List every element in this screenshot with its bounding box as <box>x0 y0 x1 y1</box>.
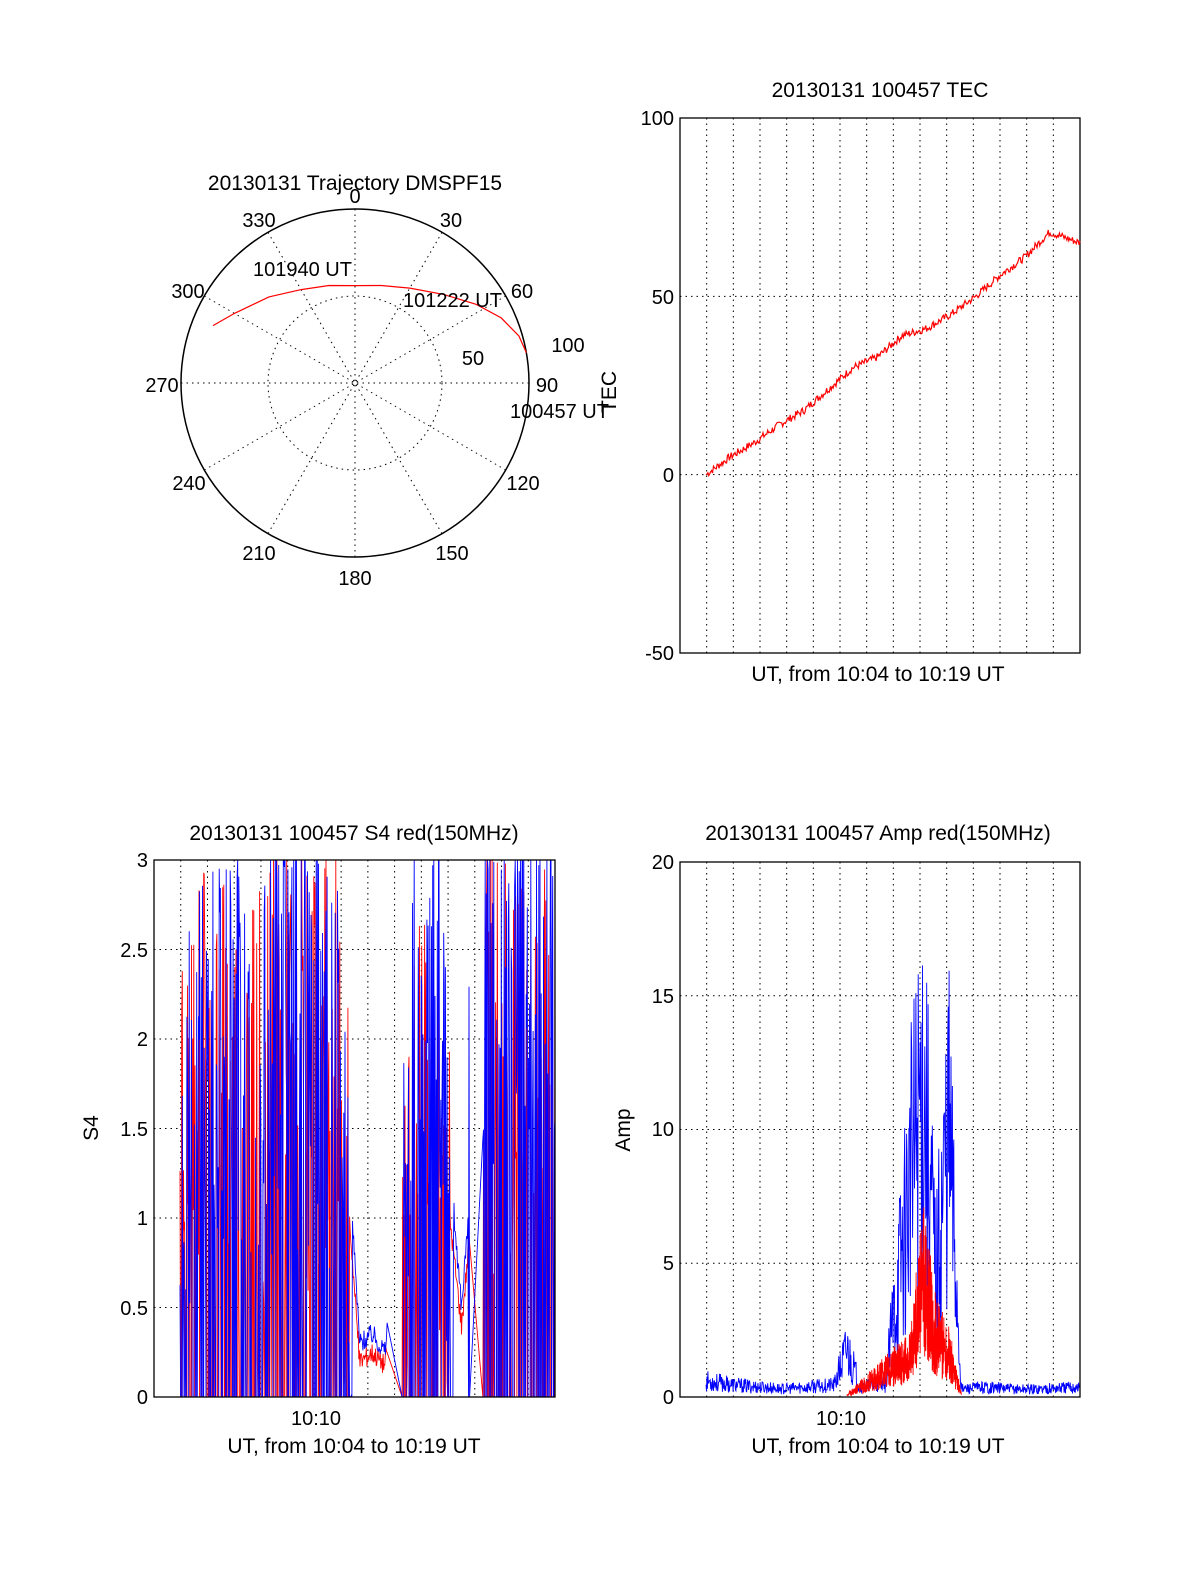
amp-title: 20130131 100457 Amp red(150MHz) <box>705 822 1051 845</box>
s4-xlabel: UT, from 10:04 to 10:19 UT <box>227 1435 480 1458</box>
az-label-180: 180 <box>338 568 371 590</box>
az-label-330: 330 <box>242 210 275 232</box>
s4-series-blue <box>179 858 556 1398</box>
amp-xtick-1010: 10:10 <box>816 1408 866 1430</box>
s4-ytick-2.5: 2.5 <box>120 940 148 962</box>
amp-ylabel: Amp <box>612 1108 635 1151</box>
amp-xlabel: UT, from 10:04 to 10:19 UT <box>751 1435 1004 1458</box>
amp-data <box>705 965 1081 1397</box>
s4-frame <box>153 859 556 1398</box>
s4-ytick-0.5: 0.5 <box>120 1298 148 1320</box>
s4-ytick-2: 2 <box>137 1029 148 1051</box>
tec-title: 20130131 100457 TEC <box>772 79 989 102</box>
s4-ylabel: S4 <box>80 1115 103 1141</box>
amp-series-blue <box>705 965 1081 1395</box>
s4-ytick-3: 3 <box>137 850 148 872</box>
radial-label-50: 50 <box>462 348 484 370</box>
tec-ytick-neg50: -50 <box>645 643 674 665</box>
amp-series-red <box>846 1207 962 1397</box>
polar-annotation-101940: 101940 UT <box>253 259 352 281</box>
s4-ytick-1: 1 <box>137 1208 148 1230</box>
tec-ytick-50: 50 <box>652 287 674 309</box>
amp-grid <box>680 862 1080 1397</box>
radial-label-100: 100 <box>551 335 584 357</box>
polar-annotation-101222: 101222 UT <box>403 290 502 312</box>
az-label-30: 30 <box>440 210 462 232</box>
amp-ytick-5: 5 <box>663 1253 674 1275</box>
s4-ytick-0: 0 <box>137 1387 148 1409</box>
az-label-60: 60 <box>511 281 533 303</box>
tec-ytick-100: 100 <box>641 108 674 130</box>
tec-ytick-0: 0 <box>663 465 674 487</box>
polar-spoke-60 <box>204 295 506 471</box>
tec-frame <box>679 117 1081 654</box>
s4-xtick-1010: 10:10 <box>291 1408 341 1430</box>
s4-chart: 20130131 100457 S4 red(150MHz) 3 2.5 2 1… <box>80 822 556 1458</box>
az-label-0: 0 <box>349 186 360 208</box>
polar-azimuth-labels: 0 30 60 90 120 150 180 210 240 270 300 3… <box>145 186 558 590</box>
polar-trajectory-chart: 20130131 Trajectory DMSPF15 0 30 60 90 1… <box>145 172 609 590</box>
polar-trajectory-line <box>212 284 527 354</box>
az-label-120: 120 <box>506 473 539 495</box>
s4-data <box>179 858 556 1398</box>
tec-grid <box>680 118 1080 653</box>
amp-ytick-0: 0 <box>663 1387 674 1409</box>
tec-ylabel: TEC <box>598 371 621 413</box>
s4-ytick-1.5: 1.5 <box>120 1119 148 1141</box>
amp-ytick-10: 10 <box>652 1119 674 1141</box>
amp-ytick-20: 20 <box>652 852 674 874</box>
az-label-210: 210 <box>242 543 275 565</box>
polar-spoke-120 <box>204 295 506 471</box>
polar-spokes <box>181 209 529 557</box>
amp-ytick-15: 15 <box>652 986 674 1008</box>
polar-inner-circle <box>267 295 443 471</box>
az-label-270: 270 <box>145 375 178 397</box>
az-label-150: 150 <box>435 543 468 565</box>
az-label-300: 300 <box>171 281 204 303</box>
tec-chart: 20130131 100457 TEC 100 50 0 -50 TEC UT,… <box>598 79 1081 686</box>
s4-title: 20130131 100457 S4 red(150MHz) <box>189 822 518 845</box>
polar-outer-circle <box>180 208 530 558</box>
amp-chart: 20130131 100457 Amp red(150MHz) 20 15 10… <box>612 822 1081 1458</box>
polar-annotation-100457: 100457 UT <box>510 401 609 423</box>
tec-series-red <box>705 229 1081 478</box>
az-label-90: 90 <box>536 375 558 397</box>
polar-title: 20130131 Trajectory DMSPF15 <box>208 172 502 195</box>
amp-frame <box>679 861 1081 1398</box>
az-label-240: 240 <box>172 473 205 495</box>
tec-xlabel: UT, from 10:04 to 10:19 UT <box>751 663 1004 686</box>
